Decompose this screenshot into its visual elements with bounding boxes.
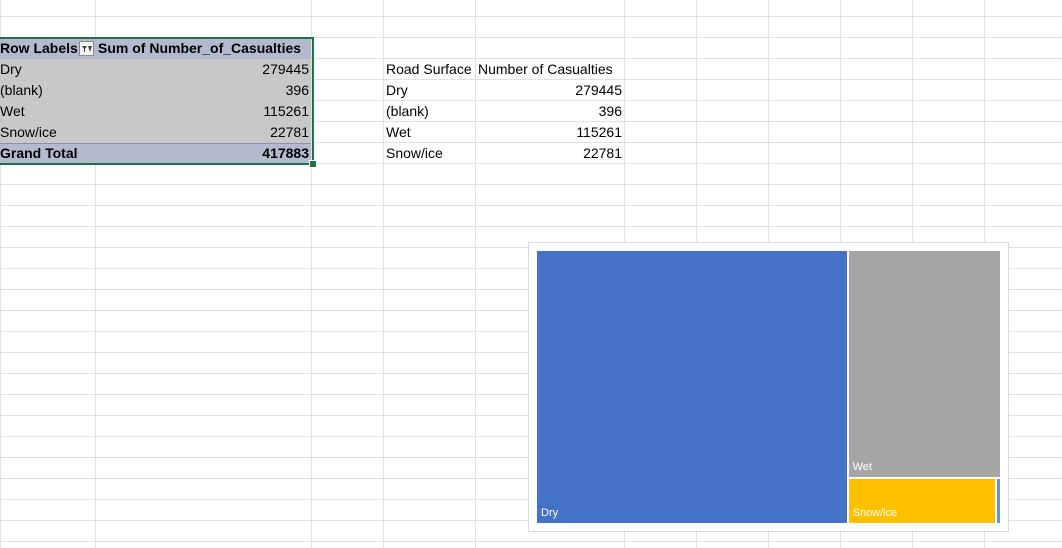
treemap-tile-label: Snow/ice <box>852 506 898 519</box>
table-row-value[interactable]: 279445 <box>575 82 622 98</box>
table-row-label[interactable]: Snow/ice <box>386 145 443 161</box>
treemap-tile-label: Dry <box>541 507 559 519</box>
pivot-header-background <box>0 38 311 59</box>
treemap-tile[interactable]: Snow/ice <box>848 479 996 523</box>
column-divider <box>475 0 476 548</box>
pivot-row-label[interactable]: Snow/ice <box>0 124 57 140</box>
table-header-surface[interactable]: Road Surface <box>386 61 472 77</box>
fill-handle[interactable] <box>309 160 317 168</box>
treemap-tile[interactable] <box>997 479 1000 523</box>
treemap-tile[interactable]: Wet <box>848 251 1000 478</box>
treemap-tile-label: Wet <box>852 461 872 474</box>
row-labels-filter-button[interactable] <box>79 41 94 56</box>
pivot-row-value[interactable]: 396 <box>285 82 309 98</box>
pivot-row-value[interactable]: 22781 <box>270 124 309 140</box>
column-divider <box>95 0 96 548</box>
table-row-value[interactable]: 22781 <box>583 145 622 161</box>
pivot-header-sum[interactable]: Sum of Number_of_Casualties <box>98 40 302 56</box>
table-row-label[interactable]: Wet <box>386 124 411 140</box>
treemap-tile[interactable]: Dry <box>537 251 847 523</box>
pivot-row-label[interactable]: Wet <box>0 103 25 119</box>
pivot-total-value[interactable]: 417883 <box>262 145 309 161</box>
column-divider <box>383 0 384 548</box>
table-row-label[interactable]: (blank) <box>386 103 429 119</box>
column-divider <box>311 0 312 548</box>
table-row-value[interactable]: 396 <box>598 103 622 119</box>
table-header-casualties[interactable]: Number of Casualties <box>478 61 613 77</box>
pivot-total-background <box>0 143 311 164</box>
filter-dropdown-icon <box>82 46 92 52</box>
pivot-total-label[interactable]: Grand Total <box>0 145 78 161</box>
table-row-value[interactable]: 115261 <box>576 124 622 140</box>
pivot-row-value[interactable]: 279445 <box>262 61 309 77</box>
pivot-row-label[interactable]: (blank) <box>0 82 43 98</box>
pivot-row-value[interactable]: 115261 <box>263 103 309 119</box>
pivot-header-row-labels[interactable]: Row Labels <box>0 40 78 56</box>
table-row-label[interactable]: Dry <box>386 82 408 98</box>
treemap-chart[interactable]: Dry Wet Snow/ice <box>528 242 1009 532</box>
pivot-row-label[interactable]: Dry <box>0 61 22 77</box>
pivot-body-background <box>0 59 311 143</box>
